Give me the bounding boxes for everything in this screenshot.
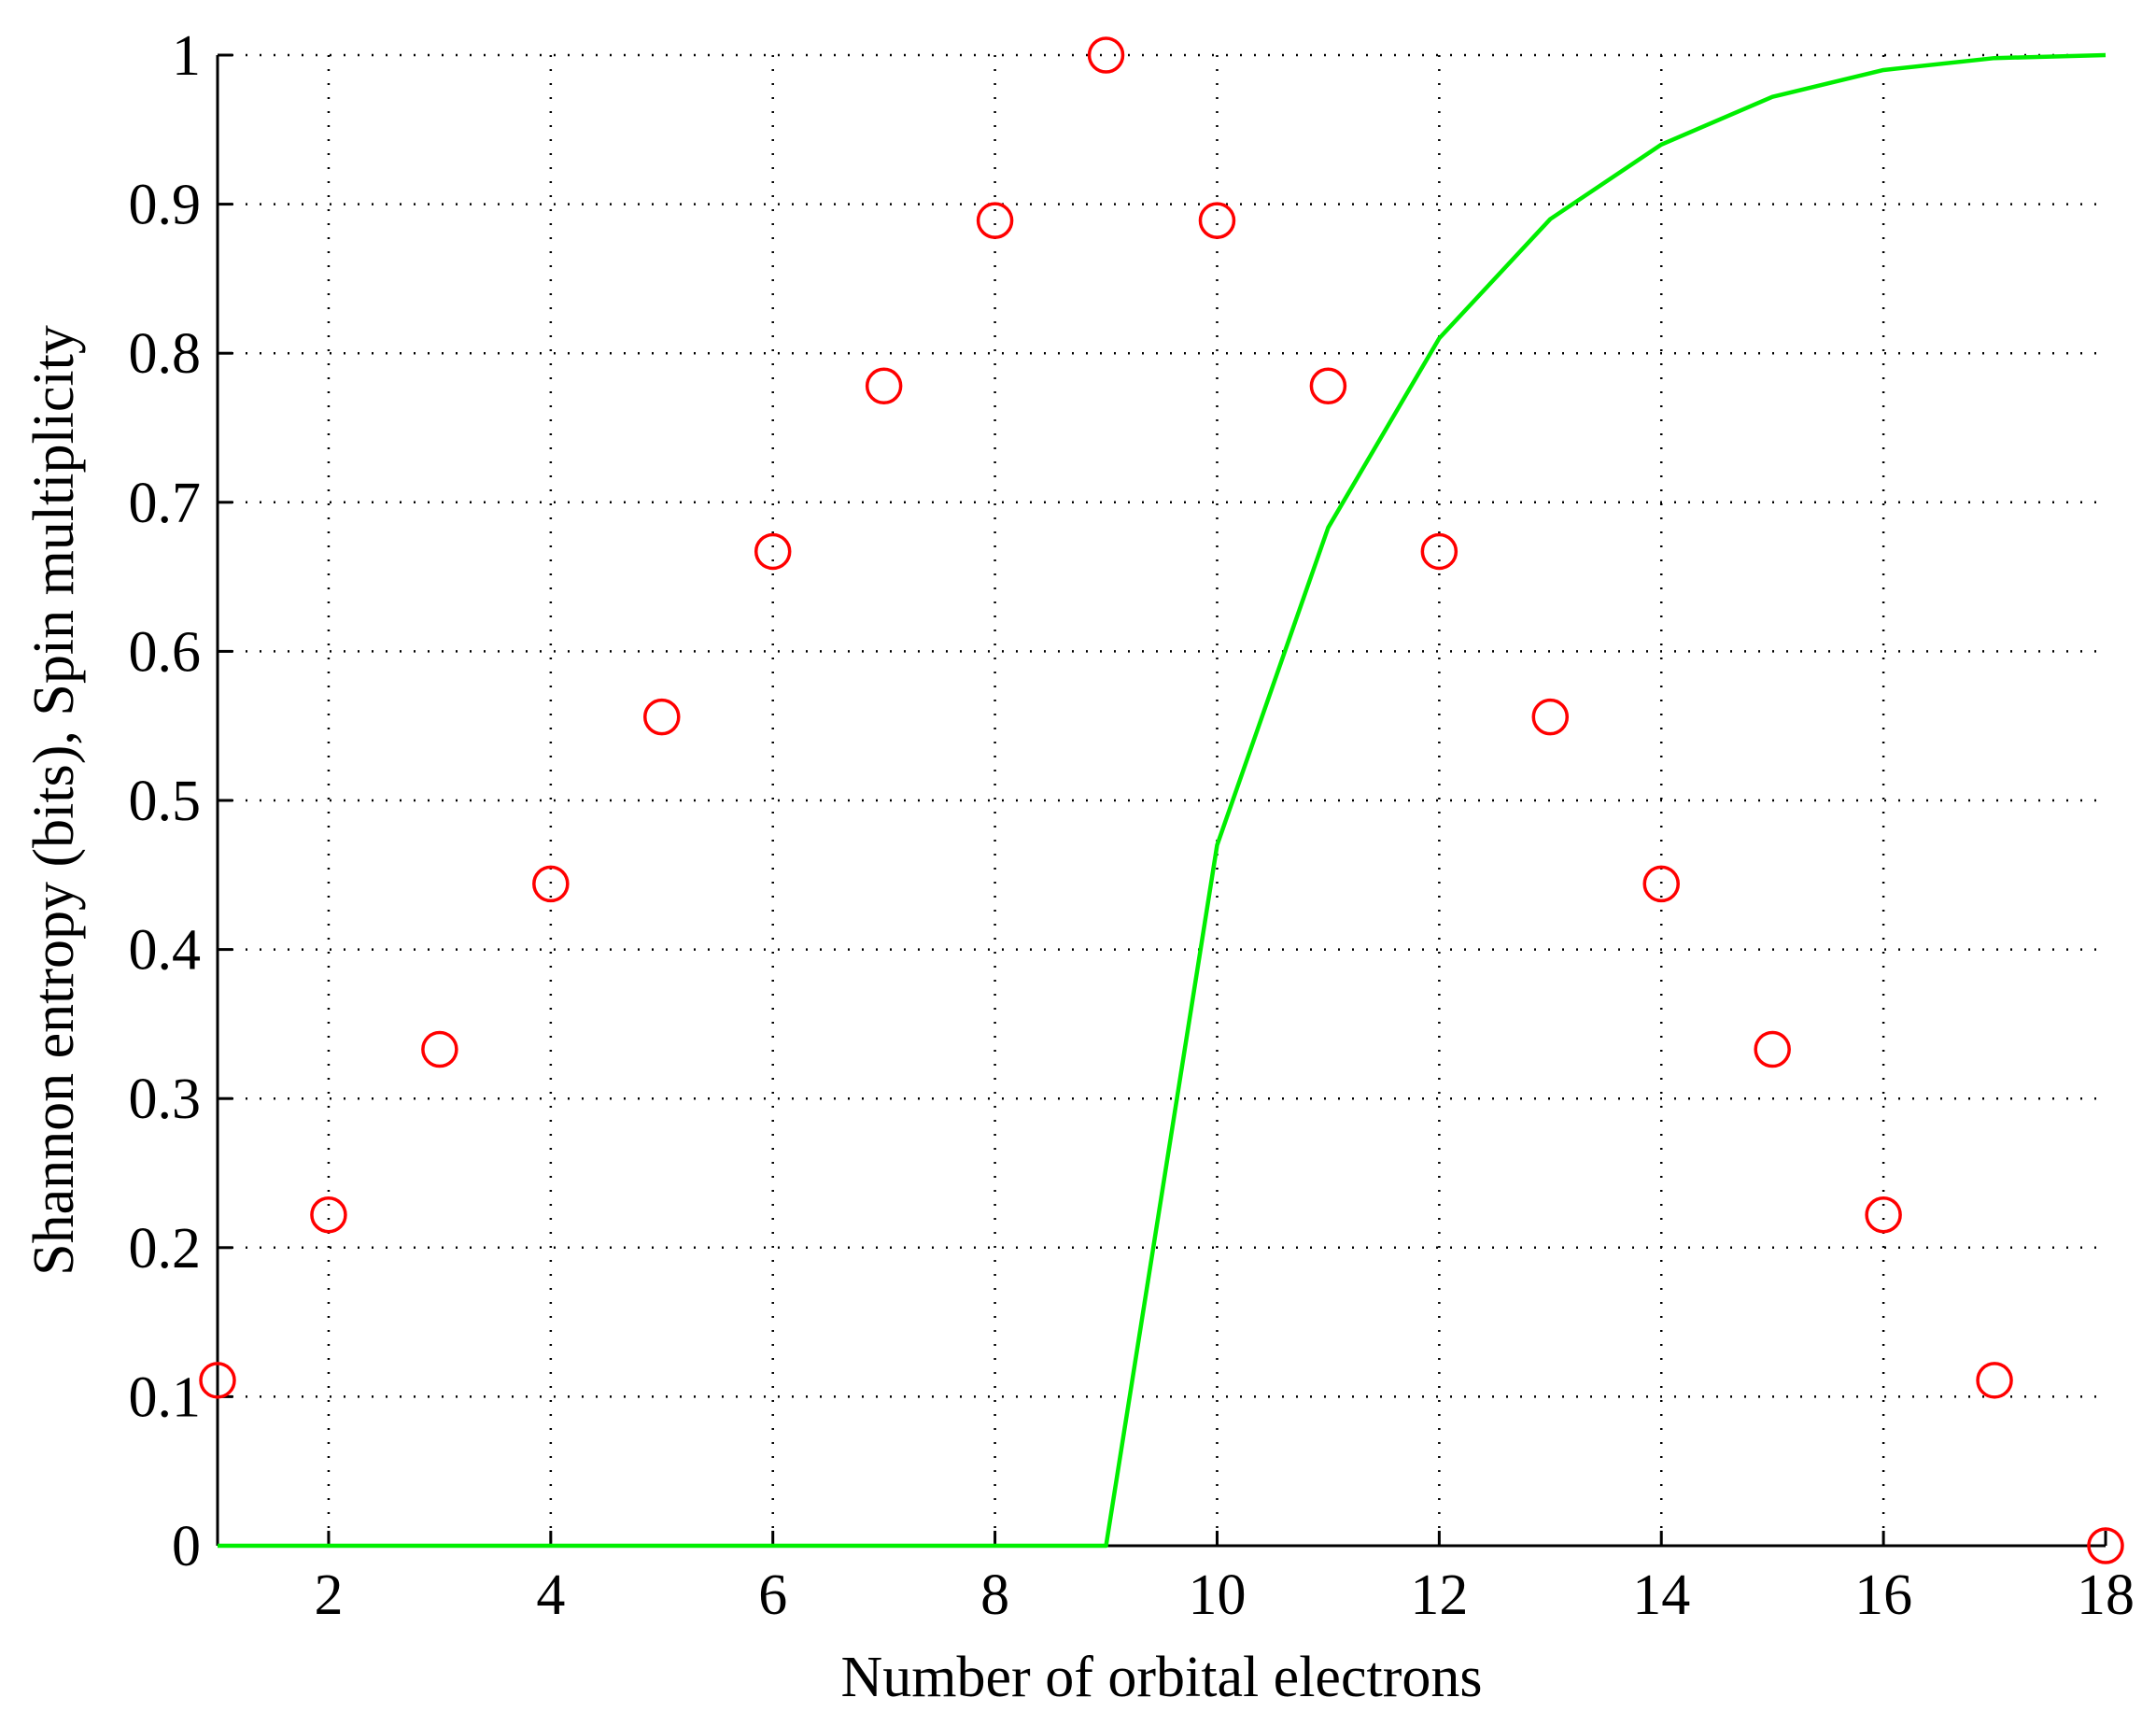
data-point <box>1976 1362 2013 1399</box>
y-tick-labels: 0 0.1 0.2 0.3 0.4 0.5 0.6 0.7 0.8 0.9 1 <box>129 24 202 1578</box>
x-tick-labels: 2 4 6 8 10 12 14 16 18 <box>314 1563 2135 1627</box>
data-point <box>1198 202 1236 239</box>
data-point <box>421 1030 458 1068</box>
y-tick-label: 0.8 <box>129 322 202 386</box>
y-tick-label: 0.2 <box>129 1217 202 1280</box>
y-tick-label: 0.9 <box>129 174 202 237</box>
data-point <box>754 532 792 571</box>
y-tick-label: 1 <box>172 24 201 88</box>
x-axis-label: Number of orbital electrons <box>841 1646 1483 1709</box>
data-point <box>199 1362 236 1399</box>
x-tick-label: 16 <box>1854 1563 1912 1627</box>
x-tick-label: 10 <box>1188 1563 1246 1627</box>
x-tick-label: 8 <box>980 1563 1009 1627</box>
y-axis-label: Shannon entropy (bits), Spin multiplicit… <box>22 325 86 1276</box>
x-tick-label: 18 <box>2077 1563 2135 1627</box>
data-point <box>532 865 570 903</box>
y-tick-label: 0.6 <box>129 620 202 684</box>
data-point <box>1420 532 1458 571</box>
x-tick-label: 14 <box>1632 1563 1690 1627</box>
data-point <box>1865 1195 1902 1234</box>
y-tick-label: 0.5 <box>129 770 202 833</box>
y-tick-label: 0.3 <box>129 1068 202 1131</box>
data-point <box>310 1195 347 1234</box>
data-series <box>199 36 2124 1564</box>
data-point <box>1087 36 1125 74</box>
y-tick-label: 0 <box>172 1515 201 1578</box>
y-tick-label: 0.7 <box>129 472 202 535</box>
data-point <box>1642 865 1680 903</box>
data-point <box>1754 1030 1791 1068</box>
series-line <box>218 52 2107 1549</box>
data-point <box>976 202 1014 239</box>
y-tick-label: 0.1 <box>129 1365 202 1429</box>
data-point <box>865 367 903 405</box>
x-tick-label: 2 <box>314 1563 343 1627</box>
data-point <box>1531 698 1570 736</box>
x-tick-label: 4 <box>536 1563 565 1627</box>
data-point <box>2087 1527 2124 1564</box>
data-point <box>1309 367 1347 405</box>
x-tick-label: 6 <box>758 1563 787 1627</box>
data-point <box>643 698 681 736</box>
x-tick-label: 12 <box>1410 1563 1468 1627</box>
y-tick-label: 0.4 <box>129 919 202 983</box>
